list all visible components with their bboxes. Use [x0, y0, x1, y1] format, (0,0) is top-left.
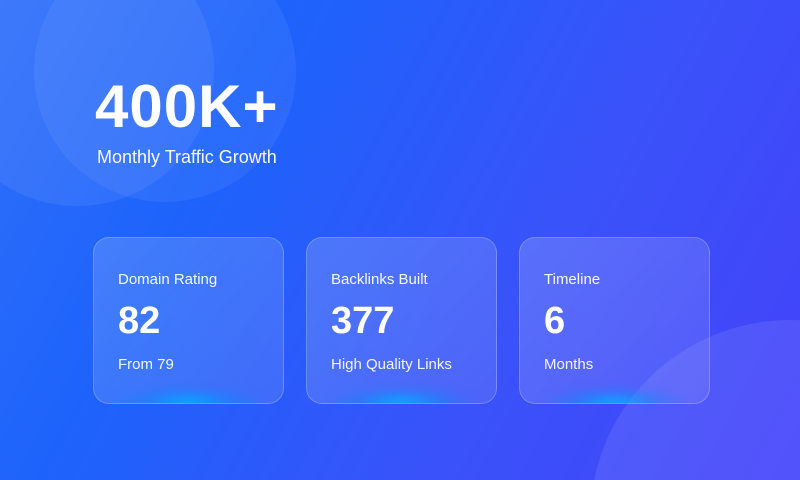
stats-row: Domain Rating 82 From 79 Backlinks Built… — [93, 237, 710, 404]
subheadline: Monthly Traffic Growth — [97, 147, 277, 167]
headline: 400K+ — [95, 73, 279, 140]
stat-card-backlinks-built: Backlinks Built 377 High Quality Links — [306, 237, 497, 404]
stat-sublabel: Months — [544, 356, 594, 373]
stat-card-timeline: Timeline 6 Months — [519, 237, 710, 404]
stat-card-domain-rating: Domain Rating 82 From 79 — [93, 237, 284, 404]
stat-label: Timeline — [544, 271, 601, 288]
stat-sublabel: High Quality Links — [331, 356, 452, 373]
hero-section: 400K+ Monthly Traffic Growth — [95, 74, 278, 169]
card-bottom-glow — [325, 388, 478, 403]
stat-value: 6 — [544, 300, 566, 342]
stat-value: 82 — [118, 300, 161, 342]
stat-value: 377 — [331, 300, 395, 342]
stat-sublabel: From 79 — [118, 356, 174, 373]
card-bottom-glow — [538, 388, 691, 403]
stat-label: Backlinks Built — [331, 271, 428, 288]
stat-label: Domain Rating — [118, 271, 218, 288]
card-bottom-glow — [112, 388, 265, 403]
